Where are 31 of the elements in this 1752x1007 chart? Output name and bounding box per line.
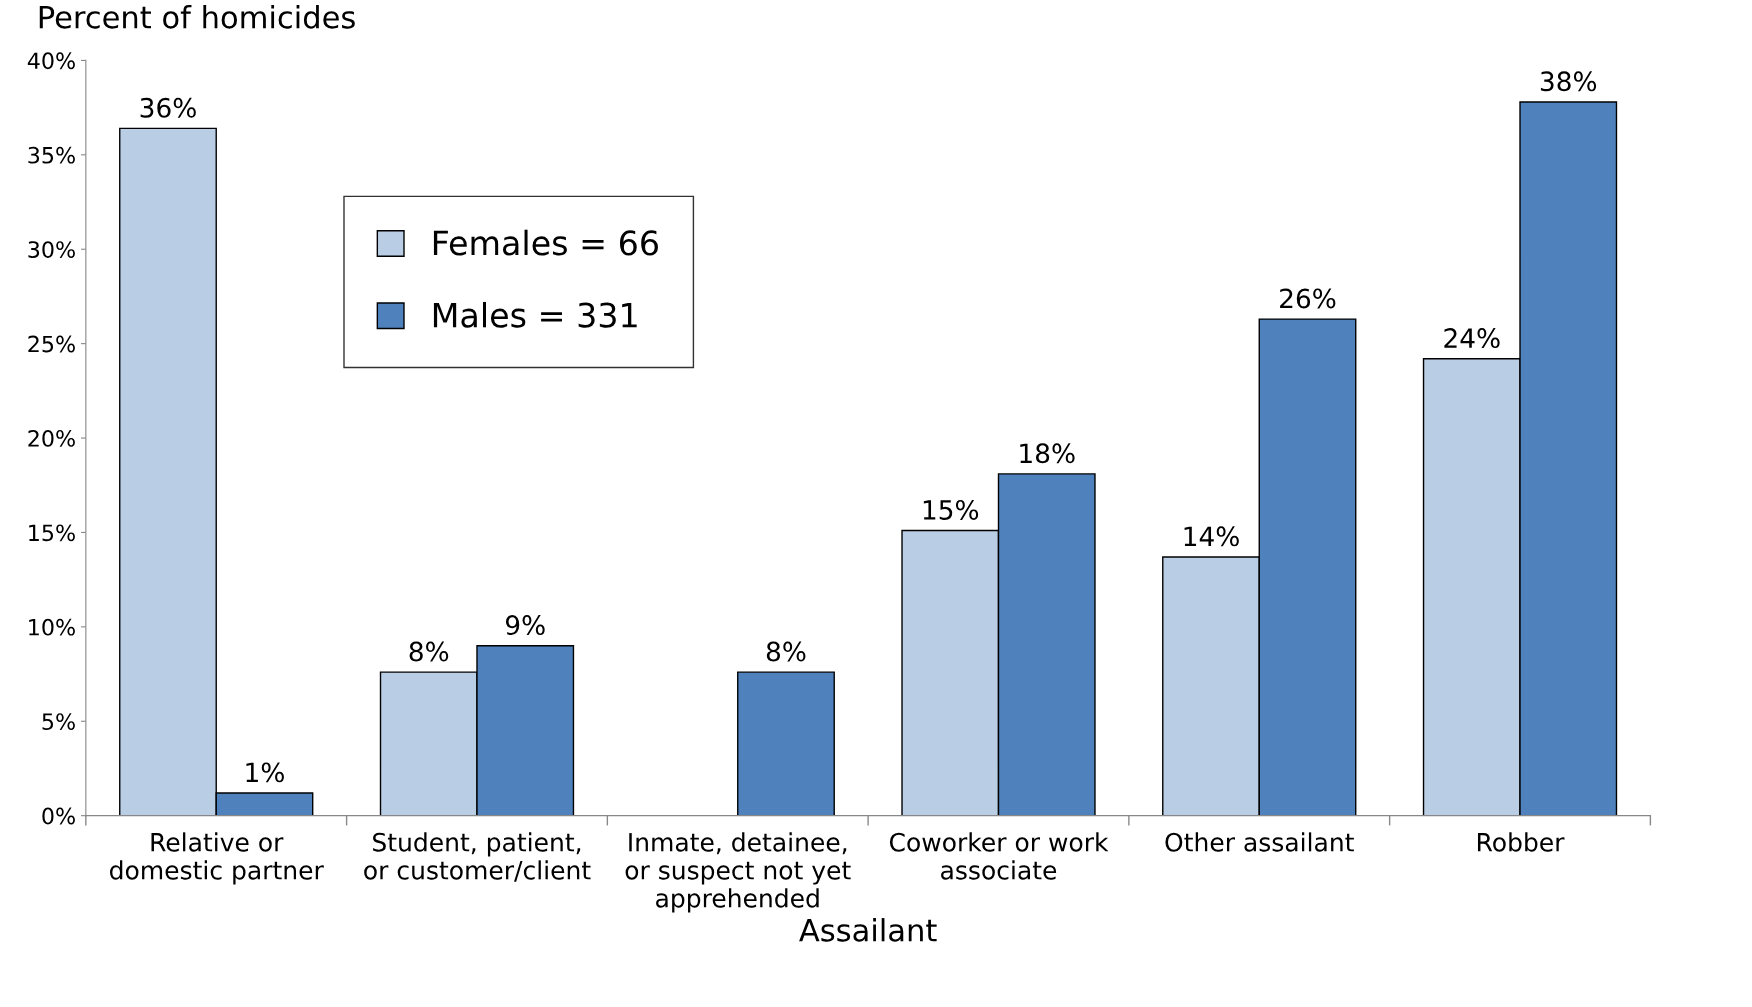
data-label: 8% xyxy=(766,641,806,662)
data-label: 9% xyxy=(505,615,545,636)
x-tick-label: Coworker or work associate xyxy=(889,832,1109,880)
y-tick-label: 30% xyxy=(28,241,75,258)
y-tick-label: 25% xyxy=(28,335,75,353)
bar xyxy=(737,671,835,816)
legend-label: Males = 331 xyxy=(433,301,637,328)
legend-label: Females = 66 xyxy=(433,229,658,256)
x-tick-label: Student, patient, or customer/client xyxy=(364,832,591,882)
y-tick-label: 15% xyxy=(29,524,75,542)
y-tick-label: 10% xyxy=(29,618,75,636)
y-tick-label: 40% xyxy=(27,52,75,70)
data-label: 15% xyxy=(923,499,979,520)
y-tick-label: 35% xyxy=(28,146,75,164)
x-axis-title: Assailant xyxy=(799,918,937,942)
data-label: 36% xyxy=(140,97,196,118)
x-tick-label: Inmate, detainee, or suspect not yet apprehended xyxy=(625,832,851,913)
y-tick-label: 20% xyxy=(28,429,75,447)
data-label: 26% xyxy=(1280,288,1336,309)
y-axis-title: Percent of homicides xyxy=(39,5,355,29)
y-tick-label: 0% xyxy=(42,807,75,825)
data-label: 24% xyxy=(1444,328,1500,349)
data-label: 38% xyxy=(1540,71,1597,92)
y-tick-label: 5% xyxy=(42,713,75,731)
x-tick-label: Other assailant xyxy=(1165,832,1354,852)
x-tick-label: Relative or domestic partner xyxy=(110,832,324,885)
data-label: 1% xyxy=(246,762,284,783)
data-label: 14% xyxy=(1184,526,1239,547)
data-label: 8% xyxy=(409,641,449,662)
x-tick-label: Robber xyxy=(1477,832,1565,852)
data-label: 18% xyxy=(1020,443,1075,464)
